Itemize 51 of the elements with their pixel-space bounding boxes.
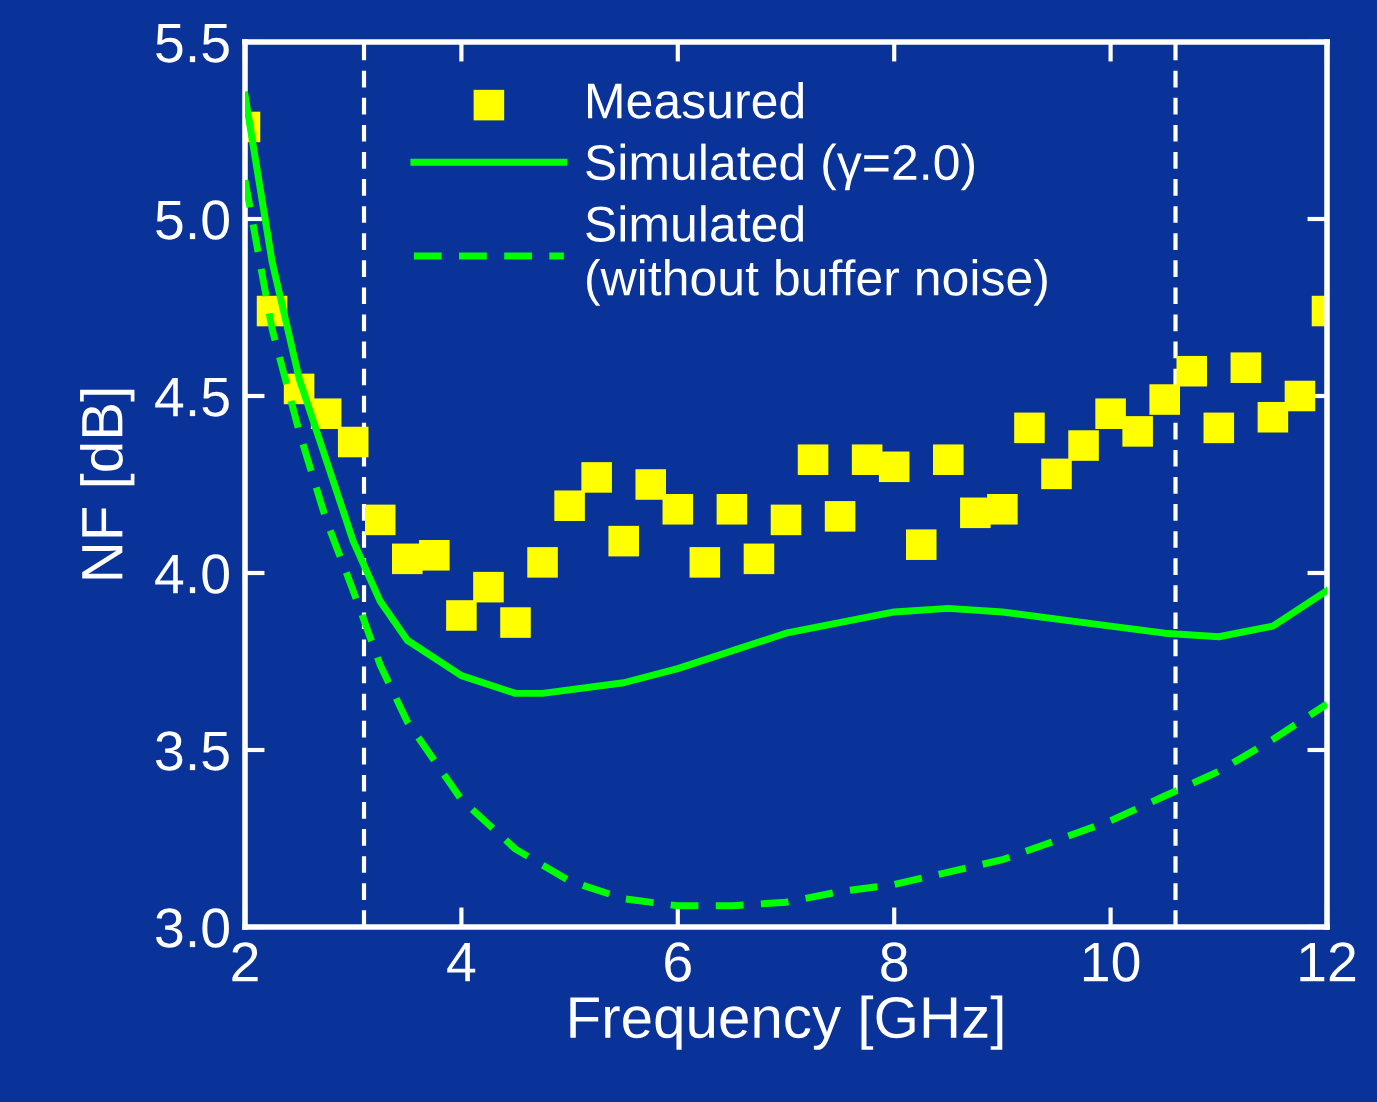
x-tick-label: 4 (447, 942, 476, 982)
point (716, 494, 748, 525)
point (1284, 380, 1316, 412)
x-tick-label: 10 (1083, 942, 1140, 982)
y-tick-label: 5.5 (156, 23, 229, 63)
point (1203, 412, 1235, 444)
point (554, 490, 585, 522)
x-tick-label: 12 (1300, 942, 1356, 982)
point (987, 494, 1018, 525)
point (1149, 384, 1180, 415)
point (500, 607, 531, 638)
point (770, 504, 802, 536)
x-axis-title: Frequency [GHz] (570, 995, 1003, 1050)
point (662, 494, 694, 525)
point (527, 547, 558, 578)
point (608, 525, 639, 557)
point (824, 501, 856, 532)
point (1041, 458, 1072, 490)
point (933, 444, 964, 475)
y-tick-label: 4.5 (155, 377, 229, 417)
point (446, 600, 477, 631)
point (1257, 401, 1289, 433)
point (1095, 398, 1126, 429)
point (1068, 430, 1099, 461)
point (1176, 355, 1208, 387)
x-tick-label: 2 (232, 942, 258, 982)
point (1014, 412, 1045, 444)
y-tick-label: 3.5 (156, 731, 229, 771)
point (905, 529, 937, 560)
y-tick-label: 4.0 (155, 554, 229, 594)
point (581, 462, 612, 493)
x-tick-label: 6 (665, 942, 691, 982)
point (635, 469, 667, 500)
point (337, 426, 369, 458)
point (743, 543, 775, 575)
y-tick-label: 5.0 (156, 200, 229, 240)
legend-label: Measured (588, 82, 804, 119)
point (1122, 416, 1153, 447)
point (689, 547, 721, 578)
legend-label: Simulated (γ=2.0) (586, 143, 975, 191)
legend-label: Simulated (without buffer noise) (586, 205, 1047, 306)
point (797, 444, 829, 475)
point (419, 540, 450, 571)
x-tick-label: 8 (881, 942, 908, 982)
point (878, 451, 910, 483)
point (364, 504, 396, 536)
point (473, 571, 504, 603)
point (1230, 352, 1262, 383)
y-axis-title: NF [dB] (80, 389, 135, 579)
point (851, 444, 883, 475)
y-tick-label: 3.0 (156, 908, 229, 948)
